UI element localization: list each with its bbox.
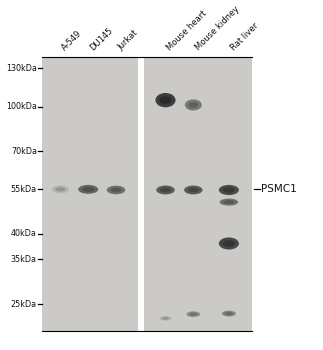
Ellipse shape: [188, 188, 199, 193]
Bar: [42, 57, 252, 331]
Bar: [144, 57, 252, 331]
Ellipse shape: [223, 240, 235, 247]
Ellipse shape: [55, 187, 66, 191]
Ellipse shape: [223, 200, 234, 204]
Text: Rat liver: Rat liver: [229, 21, 260, 52]
Ellipse shape: [78, 185, 98, 194]
Ellipse shape: [162, 317, 169, 320]
Ellipse shape: [188, 102, 198, 108]
Ellipse shape: [52, 186, 69, 193]
Ellipse shape: [219, 237, 239, 250]
Ellipse shape: [184, 186, 203, 195]
Text: 55kDa: 55kDa: [11, 185, 37, 194]
Text: 100kDa: 100kDa: [6, 102, 37, 111]
Bar: [42, 57, 138, 331]
Ellipse shape: [223, 187, 235, 193]
Ellipse shape: [159, 316, 172, 321]
Ellipse shape: [160, 188, 171, 193]
Text: Mouse heart: Mouse heart: [165, 9, 209, 52]
Bar: [138, 57, 144, 331]
Text: Mouse kidney: Mouse kidney: [193, 5, 241, 52]
Ellipse shape: [110, 188, 121, 193]
Text: Jurkat: Jurkat: [116, 29, 140, 52]
Ellipse shape: [185, 99, 202, 111]
Ellipse shape: [186, 312, 200, 317]
Text: 40kDa: 40kDa: [11, 230, 37, 238]
Ellipse shape: [156, 186, 175, 195]
Text: 35kDa: 35kDa: [11, 255, 37, 264]
Ellipse shape: [160, 96, 172, 104]
Ellipse shape: [155, 93, 176, 107]
Ellipse shape: [107, 186, 125, 194]
Text: 25kDa: 25kDa: [11, 300, 37, 308]
Text: PSMC1: PSMC1: [261, 184, 297, 194]
Text: DU145: DU145: [88, 26, 115, 52]
Ellipse shape: [220, 198, 238, 205]
Text: 70kDa: 70kDa: [11, 147, 37, 156]
Ellipse shape: [222, 311, 236, 316]
Ellipse shape: [219, 185, 239, 195]
Ellipse shape: [82, 187, 94, 192]
Ellipse shape: [189, 313, 197, 316]
Text: A-549: A-549: [60, 29, 84, 52]
Ellipse shape: [225, 312, 233, 315]
Text: 130kDa: 130kDa: [6, 64, 37, 73]
